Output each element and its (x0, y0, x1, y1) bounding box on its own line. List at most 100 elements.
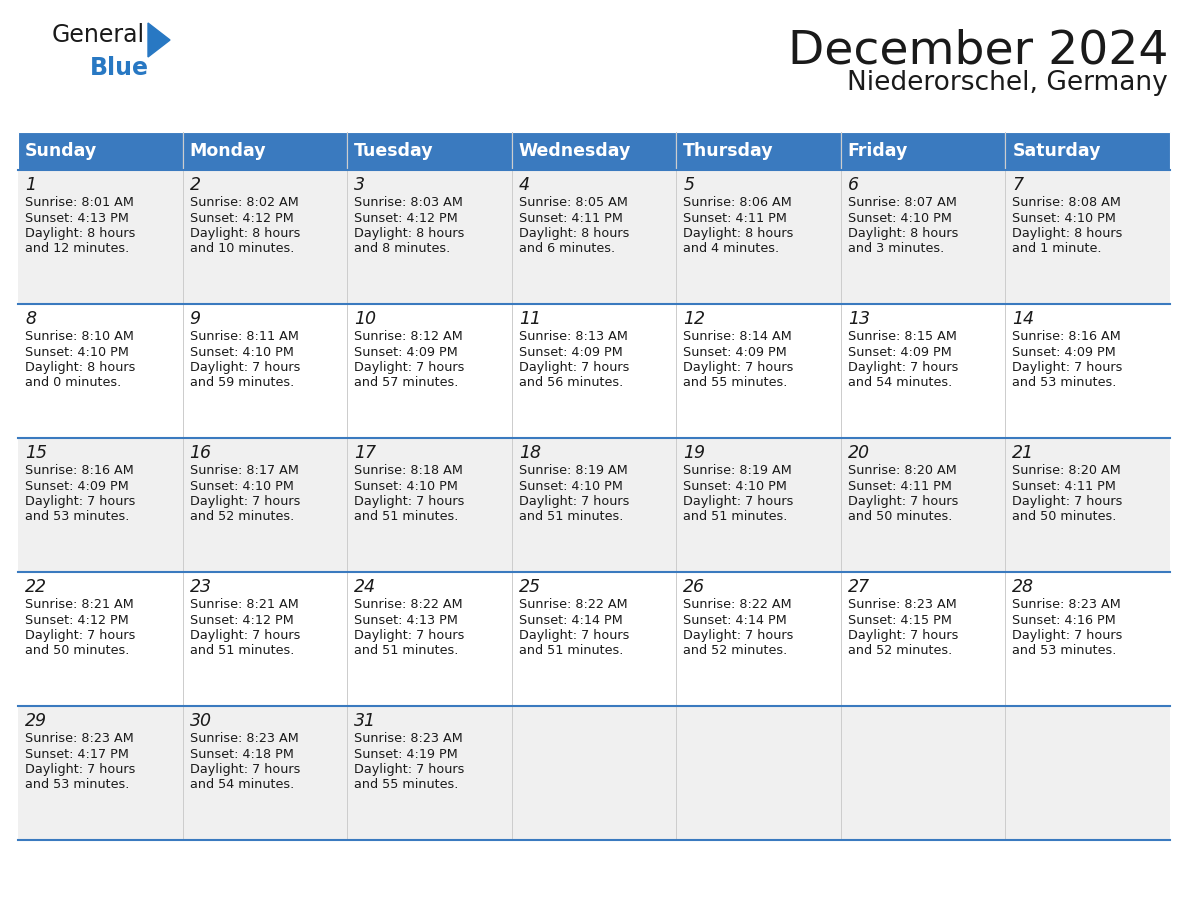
Text: Sunrise: 8:11 AM: Sunrise: 8:11 AM (190, 330, 298, 343)
Text: Daylight: 8 hours: Daylight: 8 hours (519, 227, 630, 240)
Text: Daylight: 7 hours: Daylight: 7 hours (354, 763, 465, 776)
Text: Tuesday: Tuesday (354, 142, 434, 160)
Text: Sunrise: 8:20 AM: Sunrise: 8:20 AM (1012, 464, 1121, 477)
Text: 24: 24 (354, 578, 377, 596)
Bar (1005, 438, 1170, 572)
Text: Sunset: 4:10 PM: Sunset: 4:10 PM (848, 211, 952, 225)
Text: Daylight: 8 hours: Daylight: 8 hours (190, 227, 299, 240)
Text: Sunrise: 8:21 AM: Sunrise: 8:21 AM (25, 598, 134, 611)
Text: and 10 minutes.: and 10 minutes. (190, 242, 293, 255)
Text: and 51 minutes.: and 51 minutes. (519, 510, 623, 523)
Text: 10: 10 (354, 310, 377, 328)
Text: Daylight: 8 hours: Daylight: 8 hours (683, 227, 794, 240)
Text: Sunrise: 8:20 AM: Sunrise: 8:20 AM (848, 464, 956, 477)
Text: Daylight: 7 hours: Daylight: 7 hours (354, 361, 465, 374)
Text: Niederorschel, Germany: Niederorschel, Germany (847, 70, 1168, 96)
Text: Daylight: 7 hours: Daylight: 7 hours (683, 495, 794, 508)
Text: 11: 11 (519, 310, 541, 328)
Text: and 53 minutes.: and 53 minutes. (1012, 376, 1117, 389)
Text: Daylight: 7 hours: Daylight: 7 hours (683, 629, 794, 642)
Text: Sunrise: 8:14 AM: Sunrise: 8:14 AM (683, 330, 792, 343)
Text: Sunset: 4:12 PM: Sunset: 4:12 PM (354, 211, 457, 225)
Text: Sunrise: 8:01 AM: Sunrise: 8:01 AM (25, 196, 134, 209)
Text: Sunset: 4:09 PM: Sunset: 4:09 PM (354, 345, 457, 359)
Bar (676, 438, 841, 572)
Text: Daylight: 7 hours: Daylight: 7 hours (1012, 495, 1123, 508)
Text: Wednesday: Wednesday (519, 142, 631, 160)
Bar (183, 170, 347, 304)
Text: Daylight: 7 hours: Daylight: 7 hours (683, 361, 794, 374)
Text: Sunset: 4:14 PM: Sunset: 4:14 PM (519, 613, 623, 626)
Bar (676, 170, 841, 304)
Text: Sunset: 4:11 PM: Sunset: 4:11 PM (683, 211, 788, 225)
Text: General: General (52, 23, 145, 47)
Text: and 1 minute.: and 1 minute. (1012, 242, 1102, 255)
Bar (512, 572, 676, 706)
Text: Daylight: 7 hours: Daylight: 7 hours (190, 629, 299, 642)
Text: Sunrise: 8:03 AM: Sunrise: 8:03 AM (354, 196, 463, 209)
Text: Daylight: 8 hours: Daylight: 8 hours (848, 227, 959, 240)
Text: Daylight: 7 hours: Daylight: 7 hours (519, 495, 630, 508)
Text: and 0 minutes.: and 0 minutes. (25, 376, 121, 389)
Text: 30: 30 (190, 712, 211, 730)
Bar (841, 438, 1005, 572)
Text: Daylight: 7 hours: Daylight: 7 hours (519, 629, 630, 642)
Text: Daylight: 7 hours: Daylight: 7 hours (354, 495, 465, 508)
Text: Sunrise: 8:13 AM: Sunrise: 8:13 AM (519, 330, 627, 343)
Bar (841, 132, 1005, 170)
Text: Sunrise: 8:08 AM: Sunrise: 8:08 AM (1012, 196, 1121, 209)
Text: Sunrise: 8:16 AM: Sunrise: 8:16 AM (25, 464, 134, 477)
Text: Sunrise: 8:22 AM: Sunrise: 8:22 AM (519, 598, 627, 611)
Bar (347, 132, 512, 170)
Text: Daylight: 7 hours: Daylight: 7 hours (848, 629, 959, 642)
Text: and 55 minutes.: and 55 minutes. (683, 376, 788, 389)
Text: Sunrise: 8:22 AM: Sunrise: 8:22 AM (354, 598, 463, 611)
Text: 4: 4 (519, 176, 530, 194)
Bar (512, 706, 676, 840)
Text: Sunset: 4:10 PM: Sunset: 4:10 PM (519, 479, 623, 492)
Text: Sunset: 4:09 PM: Sunset: 4:09 PM (25, 479, 128, 492)
Text: Sunrise: 8:21 AM: Sunrise: 8:21 AM (190, 598, 298, 611)
Text: Thursday: Thursday (683, 142, 773, 160)
Text: Sunset: 4:12 PM: Sunset: 4:12 PM (190, 613, 293, 626)
Text: 3: 3 (354, 176, 365, 194)
Polygon shape (148, 23, 170, 57)
Text: 25: 25 (519, 578, 541, 596)
Bar (841, 572, 1005, 706)
Text: and 54 minutes.: and 54 minutes. (848, 376, 952, 389)
Text: 28: 28 (1012, 578, 1035, 596)
Text: Sunset: 4:13 PM: Sunset: 4:13 PM (354, 613, 459, 626)
Text: Sunrise: 8:23 AM: Sunrise: 8:23 AM (25, 732, 134, 745)
Text: 8: 8 (25, 310, 36, 328)
Text: Sunrise: 8:23 AM: Sunrise: 8:23 AM (1012, 598, 1121, 611)
Text: and 51 minutes.: and 51 minutes. (519, 644, 623, 657)
Text: and 51 minutes.: and 51 minutes. (190, 644, 293, 657)
Text: Sunrise: 8:18 AM: Sunrise: 8:18 AM (354, 464, 463, 477)
Bar (512, 132, 676, 170)
Text: 31: 31 (354, 712, 377, 730)
Text: Sunrise: 8:10 AM: Sunrise: 8:10 AM (25, 330, 134, 343)
Bar (512, 170, 676, 304)
Text: Sunrise: 8:12 AM: Sunrise: 8:12 AM (354, 330, 463, 343)
Bar (18, 304, 183, 438)
Text: Sunrise: 8:06 AM: Sunrise: 8:06 AM (683, 196, 792, 209)
Text: and 57 minutes.: and 57 minutes. (354, 376, 459, 389)
Text: Sunset: 4:12 PM: Sunset: 4:12 PM (190, 211, 293, 225)
Text: Daylight: 7 hours: Daylight: 7 hours (848, 495, 959, 508)
Text: and 50 minutes.: and 50 minutes. (848, 510, 953, 523)
Text: and 8 minutes.: and 8 minutes. (354, 242, 450, 255)
Text: Sunset: 4:15 PM: Sunset: 4:15 PM (848, 613, 952, 626)
Text: and 52 minutes.: and 52 minutes. (190, 510, 293, 523)
Text: Sunday: Sunday (25, 142, 97, 160)
Bar (347, 170, 512, 304)
Bar (183, 132, 347, 170)
Text: Daylight: 7 hours: Daylight: 7 hours (519, 361, 630, 374)
Text: Daylight: 7 hours: Daylight: 7 hours (190, 495, 299, 508)
Text: and 59 minutes.: and 59 minutes. (190, 376, 293, 389)
Text: and 52 minutes.: and 52 minutes. (683, 644, 788, 657)
Bar (18, 170, 183, 304)
Text: Sunset: 4:09 PM: Sunset: 4:09 PM (848, 345, 952, 359)
Text: Daylight: 8 hours: Daylight: 8 hours (25, 361, 135, 374)
Text: and 51 minutes.: and 51 minutes. (354, 510, 459, 523)
Text: Friday: Friday (848, 142, 909, 160)
